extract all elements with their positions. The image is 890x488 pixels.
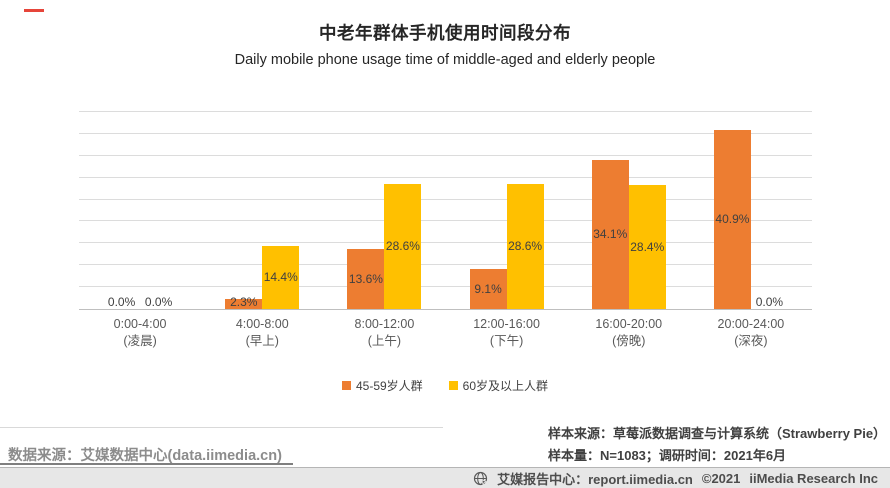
gridline xyxy=(79,242,812,244)
bar-45-59岁人群-12:00-16:00 xyxy=(469,269,507,309)
bar-45-59岁人群-20:00-24:00 xyxy=(713,129,751,309)
sample-size-text: 样本量：N=1083；调研时间：2021年6月 xyxy=(548,447,787,463)
bar-45-59岁人群-4:00-8:00 xyxy=(225,298,263,309)
bar-value-label: 0.0% xyxy=(144,295,173,309)
bar-value-label: 14.4% xyxy=(263,270,298,285)
bar-60岁及以上人群-8:00-12:00 xyxy=(384,183,422,309)
gridline xyxy=(79,286,812,288)
gridline xyxy=(79,111,812,112)
bar-value-label: 28.6% xyxy=(508,239,543,254)
legend-item-60岁及以上人群: 60岁及以上人群 xyxy=(448,377,549,394)
chart-legend: 45-59岁人群 60岁及以上人群 xyxy=(0,377,890,394)
legend-label: 60岁及以上人群 xyxy=(462,379,549,393)
bar-value-label: 28.4% xyxy=(630,239,665,254)
category-label: 4:00-8:00 (早上) xyxy=(235,317,289,348)
bar-value-label: 2.3% xyxy=(230,295,258,309)
report-site-text: 艾媒报告中心：report.iimedia.cn xyxy=(497,471,693,487)
bar-45-59岁人群-8:00-12:00 xyxy=(347,249,385,309)
bar-value-label: 28.6% xyxy=(385,239,420,254)
bar-chart-plot-area: 0.0% 0.0% 0:00-4:00 (凌晨) 2.3% 14.4% 4:00-8:00(… xyxy=(79,111,812,348)
bar-value-label: 13.6% xyxy=(348,272,383,287)
category-label: 0:00-4:00 (凌晨) xyxy=(113,317,167,348)
sample-source-text: 样本来源：草莓派数据调查与计算系统（Strawberry Pie） xyxy=(548,426,887,441)
chart-title: 中老年群体手机使用时间段分布 xyxy=(319,23,571,43)
category-label: 20:00-24:00 (深夜) xyxy=(717,317,785,348)
gridline xyxy=(79,154,812,156)
bar-value-label: 40.9% xyxy=(715,212,750,227)
sample-info-block: 样本来源：草莓派数据调查与计算系统（Strawberry Pie） 样本量：N=… xyxy=(548,423,886,466)
legend-label: 45-59岁人群 xyxy=(355,379,423,393)
legend-swatch xyxy=(448,381,458,390)
company-text: iiMedia Research Inc xyxy=(749,470,878,486)
chart-subtitle: Daily mobile phone usage time of middle-… xyxy=(234,52,656,68)
bar-60岁及以上人群-4:00-8:00 xyxy=(262,245,300,309)
gridline xyxy=(79,220,812,222)
bar-60岁及以上人群-16:00-20:00 xyxy=(628,184,666,309)
bar-value-label: 9.1% xyxy=(474,282,502,297)
bar-value-label: 0.0% xyxy=(755,295,784,309)
footer-divider xyxy=(0,427,443,428)
gridline xyxy=(79,132,812,134)
bar-value-label: 34.1% xyxy=(593,227,628,242)
category-label: 8:00-12:00 (上午) xyxy=(354,317,415,348)
legend-swatch xyxy=(341,381,351,390)
copyright-text: ©2021 xyxy=(701,470,741,486)
bottom-bar: 艾媒报告中心：report.iimedia.cn ©2021 iiMedia R… xyxy=(0,467,890,488)
globe-icon xyxy=(474,471,488,486)
category-label: 16:00-20:00 (傍晚) xyxy=(595,317,663,348)
data-source-underline xyxy=(0,463,293,465)
data-source-text: 数据来源：艾媒数据中心(data.iimedia.cn) xyxy=(8,448,282,464)
gridline xyxy=(79,264,812,266)
category-label: 12:00-16:00 (下午) xyxy=(473,317,540,348)
brand-dash xyxy=(24,9,44,12)
bar-45-59岁人群-16:00-20:00 xyxy=(591,159,629,309)
gridline xyxy=(79,198,812,200)
gridline xyxy=(79,176,812,178)
bar-60岁及以上人群-12:00-16:00 xyxy=(506,183,544,309)
legend-item-45-59岁人群: 45-59岁人群 xyxy=(341,377,423,394)
bar-value-label: 0.0% xyxy=(107,295,136,309)
